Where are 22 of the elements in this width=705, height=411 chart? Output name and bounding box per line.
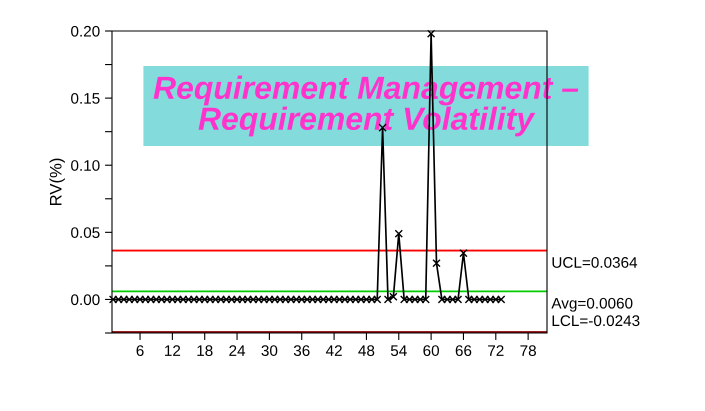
y-tick-label: 0.05 — [71, 227, 100, 238]
y-axis-title: RV(%) — [49, 158, 65, 206]
x-tick-label: 24 — [229, 345, 246, 356]
y-tick-label: 0.20 — [71, 26, 100, 37]
ref-line-label: Avg=0.0060 — [551, 298, 632, 312]
y-tick-label: 0.15 — [71, 92, 100, 104]
x-tick-label: 30 — [261, 345, 278, 356]
x-tick-label: 48 — [358, 345, 374, 356]
ref-line-label: LCL=-0.0243 — [552, 315, 640, 326]
x-tick-label: 78 — [520, 345, 536, 356]
x-tick-label: 18 — [197, 345, 213, 356]
ref-line-label: UCL=0.0364 — [552, 257, 638, 268]
x-tick-label: 54 — [390, 345, 407, 356]
x-tick-label: 12 — [165, 345, 180, 356]
x-tick-label: 42 — [326, 345, 342, 356]
y-tick-label: 0.00 — [71, 294, 100, 306]
x-tick-label: 6 — [136, 345, 144, 356]
x-tick-label: 60 — [423, 345, 440, 356]
x-tick-label: 72 — [488, 345, 504, 356]
x-tick-label: 36 — [294, 345, 310, 356]
y-tick-label: 0.10 — [71, 160, 100, 171]
x-tick-label: 66 — [456, 345, 472, 356]
